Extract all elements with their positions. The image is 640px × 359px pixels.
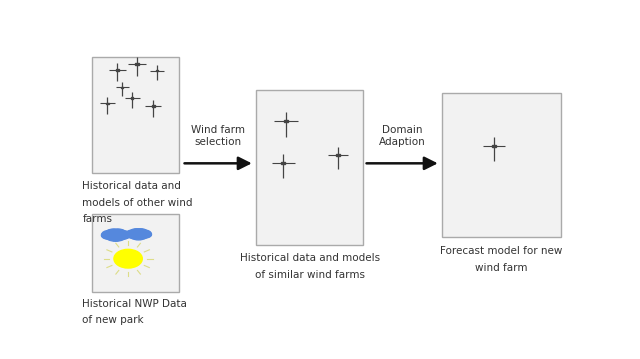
Bar xyxy=(282,162,285,164)
Circle shape xyxy=(105,229,127,241)
Circle shape xyxy=(125,230,141,238)
Bar xyxy=(116,69,119,71)
Circle shape xyxy=(141,232,152,237)
Circle shape xyxy=(112,229,125,237)
Bar xyxy=(131,97,134,99)
FancyBboxPatch shape xyxy=(92,214,179,292)
Text: Domain
Adaption: Domain Adaption xyxy=(378,125,425,147)
Circle shape xyxy=(113,230,130,239)
Circle shape xyxy=(135,229,147,236)
Text: Historical NWP Data
of new park: Historical NWP Data of new park xyxy=(83,299,188,325)
Bar xyxy=(136,63,139,65)
Text: Forecast model for new
wind farm: Forecast model for new wind farm xyxy=(440,246,563,272)
Bar xyxy=(121,87,124,88)
Text: Historical data and
models of other wind
farms: Historical data and models of other wind… xyxy=(83,181,193,224)
Text: Wind farm
selection: Wind farm selection xyxy=(191,125,245,147)
Bar xyxy=(156,70,158,71)
Circle shape xyxy=(119,233,130,238)
Bar xyxy=(284,120,288,122)
Bar xyxy=(152,105,155,107)
Circle shape xyxy=(106,229,120,237)
Bar xyxy=(336,154,340,156)
Text: Historical data and models
of similar wind farms: Historical data and models of similar wi… xyxy=(239,253,380,280)
Bar xyxy=(492,145,496,147)
Circle shape xyxy=(129,229,143,236)
FancyBboxPatch shape xyxy=(442,93,561,237)
FancyBboxPatch shape xyxy=(256,90,363,245)
Circle shape xyxy=(129,229,148,240)
Bar xyxy=(106,103,109,104)
Circle shape xyxy=(136,230,152,238)
Circle shape xyxy=(102,230,118,239)
Ellipse shape xyxy=(114,250,142,268)
Circle shape xyxy=(125,232,136,237)
Circle shape xyxy=(102,233,113,238)
FancyBboxPatch shape xyxy=(92,57,179,173)
